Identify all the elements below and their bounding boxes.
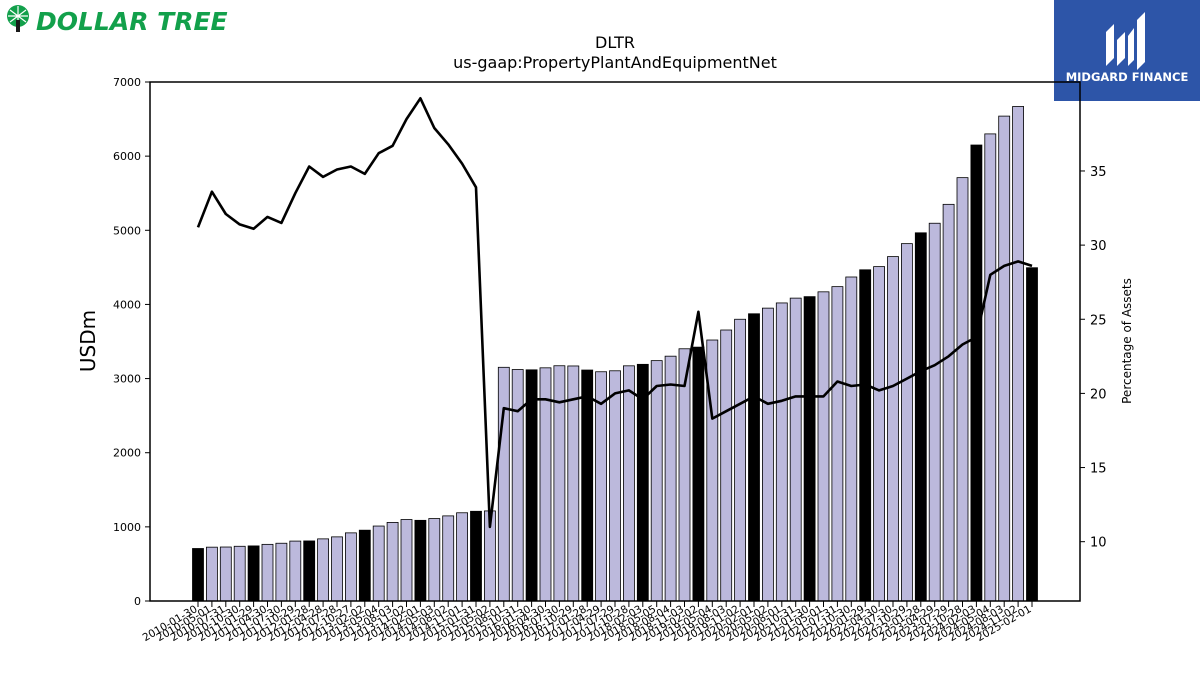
partner-name: MIDGARD FINANCE bbox=[1066, 70, 1189, 84]
bar bbox=[456, 512, 469, 602]
bar bbox=[470, 510, 482, 602]
bar bbox=[219, 546, 232, 602]
bar bbox=[303, 540, 316, 602]
bar bbox=[428, 518, 441, 602]
bar bbox=[887, 256, 899, 602]
bar bbox=[609, 370, 621, 602]
bar bbox=[914, 232, 927, 602]
y-tick-label: 0 bbox=[134, 595, 141, 608]
bar bbox=[720, 329, 733, 602]
bar bbox=[789, 297, 802, 602]
y-tick-label: 1000 bbox=[113, 521, 141, 534]
y2-axis-label: Percentage of Assets bbox=[1120, 278, 1134, 404]
y2-tick-label: 25 bbox=[1090, 313, 1107, 328]
dollar-tree-logo: DOLLAR TREE bbox=[4, 4, 254, 36]
bar bbox=[344, 532, 357, 602]
bar bbox=[928, 222, 941, 602]
bar bbox=[511, 369, 524, 602]
bar bbox=[317, 538, 330, 602]
line-path bbox=[196, 97, 1033, 529]
bar bbox=[233, 545, 246, 602]
y-tick-label: 3000 bbox=[113, 373, 141, 386]
bar bbox=[748, 313, 760, 602]
bar bbox=[803, 296, 816, 602]
midgard-m-icon bbox=[1106, 12, 1145, 70]
bar bbox=[984, 133, 997, 602]
bar bbox=[414, 519, 427, 602]
bar bbox=[817, 291, 830, 602]
midgard-finance-logo: MIDGARD FINANCE bbox=[1054, 0, 1200, 101]
tree-logo-icon bbox=[7, 5, 29, 32]
bar bbox=[692, 346, 705, 602]
bar bbox=[275, 542, 288, 602]
y-tick-label: 7000 bbox=[113, 76, 141, 89]
bar bbox=[261, 543, 274, 602]
bar bbox=[247, 545, 260, 602]
bar bbox=[859, 269, 872, 602]
y-tick-label: 2000 bbox=[113, 447, 141, 460]
bar bbox=[525, 369, 538, 602]
bar bbox=[497, 366, 510, 602]
bar bbox=[734, 318, 746, 602]
bar bbox=[1026, 267, 1038, 602]
bar bbox=[831, 286, 844, 602]
bar bbox=[901, 243, 913, 602]
bar bbox=[664, 355, 677, 602]
bar bbox=[205, 546, 218, 602]
y-tick-label: 4000 bbox=[113, 298, 141, 311]
bar-series bbox=[192, 106, 1038, 602]
y2-tick-label: 10 bbox=[1090, 536, 1107, 551]
bar bbox=[942, 203, 955, 602]
bar bbox=[956, 177, 969, 602]
y-axis-left: 0 1000 2000 3000 4000 5000 6000 7000 bbox=[113, 76, 150, 608]
y2-tick-label: 35 bbox=[1090, 165, 1107, 180]
percentage-line-series bbox=[196, 97, 1033, 529]
bar bbox=[386, 522, 399, 602]
bar bbox=[331, 536, 343, 602]
bar bbox=[845, 276, 858, 602]
bar bbox=[595, 371, 607, 602]
bar bbox=[623, 365, 635, 602]
bar bbox=[400, 519, 413, 602]
chart-subtitle: us-gaap:PropertyPlantAndEquipmentNet bbox=[453, 53, 777, 72]
y2-tick-label: 15 bbox=[1090, 462, 1107, 477]
y2-tick-label: 30 bbox=[1090, 239, 1107, 254]
y-tick-label: 6000 bbox=[113, 150, 141, 163]
bar bbox=[372, 525, 385, 602]
bar bbox=[192, 548, 204, 602]
bar bbox=[998, 115, 1011, 602]
y2-tick-label: 20 bbox=[1090, 387, 1107, 402]
x-axis: 2010-01-302010-05-012010-07-312010-10-30… bbox=[141, 601, 1034, 644]
brand-name: DOLLAR TREE bbox=[36, 7, 228, 36]
bar bbox=[650, 360, 663, 602]
bar bbox=[442, 515, 455, 602]
chart-title: DLTR bbox=[595, 33, 635, 52]
bar bbox=[358, 529, 371, 602]
bar bbox=[775, 302, 788, 602]
bar bbox=[289, 540, 302, 602]
bar bbox=[539, 367, 552, 602]
bar bbox=[873, 266, 885, 602]
y-axis-right: 10 15 20 25 30 35 bbox=[1080, 165, 1107, 551]
plot-frame bbox=[149, 81, 1081, 602]
bar bbox=[581, 369, 594, 602]
bar bbox=[1012, 106, 1024, 602]
y-tick-label: 5000 bbox=[113, 224, 141, 237]
y-axis-label: USDm bbox=[76, 310, 100, 372]
bar bbox=[762, 307, 774, 602]
bar bbox=[970, 144, 983, 602]
